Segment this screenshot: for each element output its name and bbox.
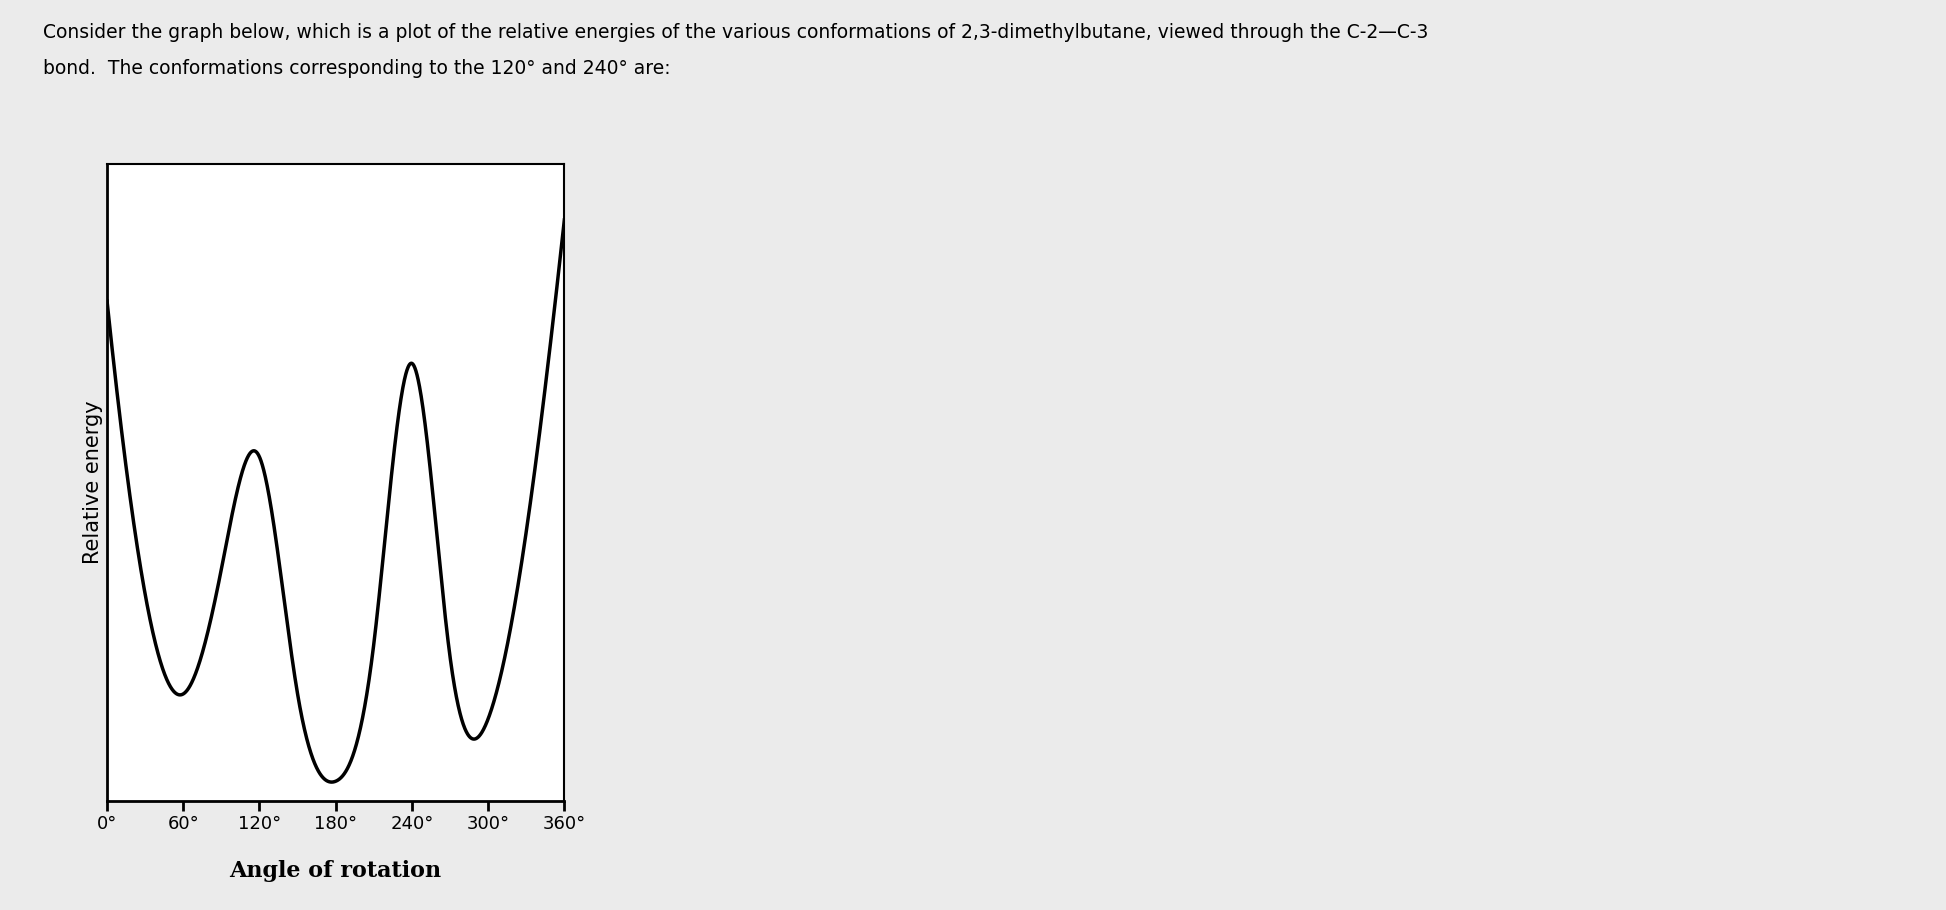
Y-axis label: Relative energy: Relative energy [84,400,103,564]
Text: bond.  The conformations corresponding to the 120° and 240° are:: bond. The conformations corresponding to… [43,59,671,78]
Text: Angle of rotation: Angle of rotation [228,860,442,882]
Text: Consider the graph below, which is a plot of the relative energies of the variou: Consider the graph below, which is a plo… [43,23,1428,42]
